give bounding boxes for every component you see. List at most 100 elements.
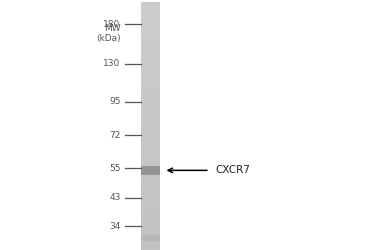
Bar — [141, 61, 160, 63]
Bar — [141, 188, 160, 190]
Bar — [141, 32, 160, 34]
Bar — [141, 106, 160, 109]
Bar — [141, 215, 160, 217]
Bar — [141, 42, 160, 44]
Bar — [141, 11, 160, 13]
Text: 34: 34 — [109, 222, 121, 231]
Text: MW
(kDa): MW (kDa) — [96, 24, 121, 44]
Bar — [141, 17, 160, 19]
Bar — [141, 211, 160, 213]
Bar — [141, 171, 160, 173]
Bar — [141, 175, 160, 178]
Bar — [141, 63, 160, 65]
Text: 43: 43 — [109, 194, 121, 202]
Bar — [141, 46, 160, 48]
Text: 95: 95 — [109, 97, 121, 106]
Text: 72: 72 — [109, 131, 121, 140]
Bar — [141, 71, 160, 73]
Bar — [141, 146, 160, 148]
Bar — [141, 154, 160, 156]
Bar — [141, 152, 160, 154]
Bar — [141, 209, 160, 211]
Bar — [141, 134, 160, 136]
Bar — [141, 115, 160, 117]
Bar — [141, 59, 160, 61]
Bar — [141, 104, 160, 106]
Bar — [141, 235, 160, 241]
Bar — [141, 180, 160, 182]
Bar — [141, 23, 160, 25]
Bar — [141, 159, 160, 161]
Bar — [141, 88, 160, 90]
Bar — [141, 73, 160, 75]
Text: 180: 180 — [103, 20, 121, 29]
Bar — [141, 100, 160, 102]
Bar — [141, 138, 160, 140]
Bar — [141, 230, 160, 232]
Bar — [141, 192, 160, 194]
Bar — [141, 184, 160, 186]
Bar — [141, 125, 160, 128]
Bar — [141, 69, 160, 71]
Bar — [141, 136, 160, 138]
Bar — [141, 94, 160, 96]
Bar — [141, 204, 160, 206]
Bar — [141, 217, 160, 219]
Bar — [141, 166, 160, 175]
Bar — [141, 165, 160, 167]
Bar — [141, 173, 160, 175]
Bar — [141, 113, 160, 115]
Bar — [141, 200, 160, 202]
Bar — [141, 202, 160, 204]
Bar — [141, 156, 160, 159]
Bar — [141, 132, 160, 134]
Bar — [141, 84, 160, 86]
Bar — [141, 219, 160, 221]
Bar — [141, 96, 160, 98]
Bar — [141, 2, 160, 4]
Bar — [141, 50, 160, 52]
Bar — [141, 28, 160, 30]
Bar — [141, 102, 160, 104]
Bar — [141, 161, 160, 163]
Bar — [141, 140, 160, 142]
Bar — [141, 225, 160, 228]
Bar — [141, 56, 160, 59]
Bar — [141, 78, 160, 80]
Bar — [141, 196, 160, 198]
Text: 130: 130 — [103, 59, 121, 68]
Bar — [141, 109, 160, 111]
Bar — [141, 221, 160, 223]
Bar — [141, 92, 160, 94]
Bar — [141, 119, 160, 121]
Bar — [141, 240, 160, 242]
Bar — [141, 150, 160, 152]
Bar — [141, 248, 160, 250]
Bar — [141, 48, 160, 50]
Bar — [141, 13, 160, 15]
Bar — [141, 15, 160, 17]
Bar — [141, 128, 160, 130]
Bar — [141, 54, 160, 56]
Bar — [141, 121, 160, 123]
Bar — [141, 198, 160, 200]
Bar — [141, 148, 160, 150]
Bar — [141, 67, 160, 69]
Text: CXCR7: CXCR7 — [216, 165, 251, 175]
Text: 55: 55 — [109, 164, 121, 172]
Bar — [141, 21, 160, 23]
Bar — [141, 163, 160, 165]
Bar — [141, 117, 160, 119]
Bar — [141, 144, 160, 146]
Bar — [141, 228, 160, 230]
Bar — [141, 123, 160, 125]
Bar — [141, 236, 160, 238]
Bar — [141, 19, 160, 21]
Bar — [141, 25, 160, 28]
Bar — [141, 182, 160, 184]
Bar — [141, 178, 160, 180]
Bar — [141, 34, 160, 36]
Bar — [141, 40, 160, 42]
Bar — [141, 30, 160, 32]
Bar — [141, 232, 160, 234]
